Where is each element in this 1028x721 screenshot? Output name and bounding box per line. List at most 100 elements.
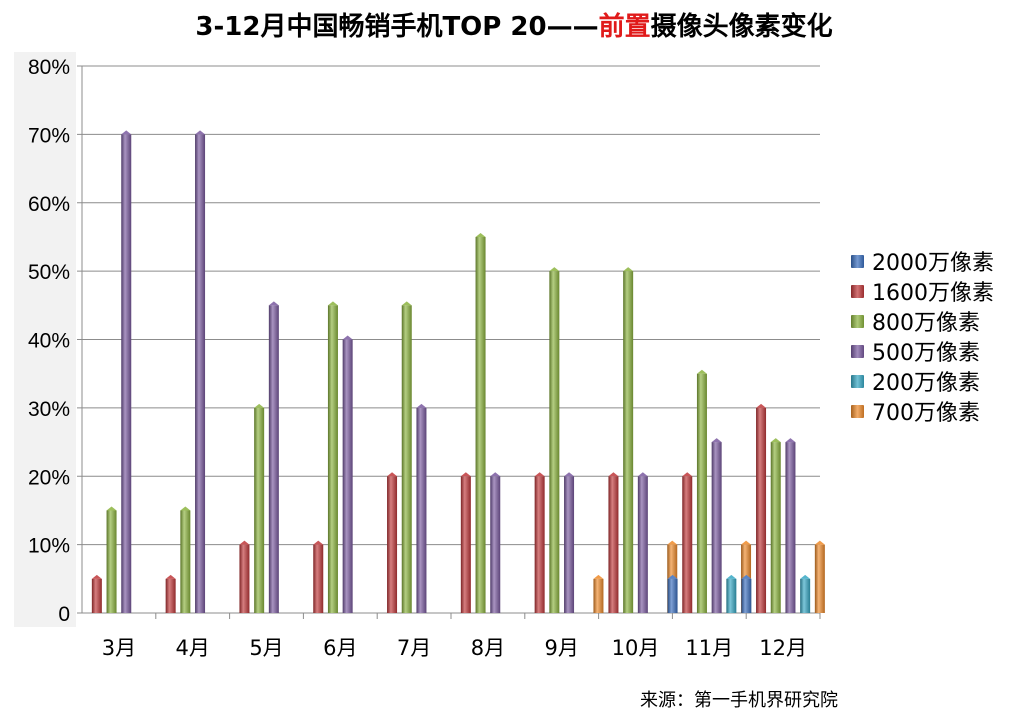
bar-cap	[534, 472, 545, 477]
chart-title-highlight: 前置	[598, 12, 651, 42]
bar-800万像素-12月	[770, 442, 781, 613]
bar-1600万像素-7月	[387, 476, 398, 613]
bar-500万像素-9月	[564, 476, 575, 613]
x-tick-label: 11月	[685, 636, 733, 660]
y-tick-label: 40%	[28, 330, 70, 353]
bar-cap	[549, 267, 560, 272]
chart-title: 3-12月中国畅销手机TOP 20——前置摄像头像素变化	[0, 6, 1028, 43]
x-tick-label: 12月	[759, 636, 807, 660]
legend-label: 500万像素	[872, 341, 980, 366]
bar-800万像素-8月	[475, 236, 486, 613]
bar-cap	[608, 472, 619, 477]
bar-cap	[682, 472, 693, 477]
legend-item: 500万像素	[851, 336, 994, 366]
legend-swatch	[851, 254, 864, 268]
x-tick-label: 9月	[545, 636, 579, 660]
legend-label: 700万像素	[872, 401, 980, 426]
bar-1600万像素-11月	[682, 476, 693, 613]
bar-cap	[800, 574, 811, 579]
bar-1600万像素-10月	[608, 476, 619, 613]
bar-1600万像素-9月	[534, 476, 545, 613]
bar-cap	[387, 472, 398, 477]
y-tick-label: 20%	[28, 466, 70, 489]
chart-title-suffix: 摄像头像素变化	[650, 12, 833, 42]
y-tick-label: 60%	[28, 193, 70, 216]
bar-cap	[401, 301, 412, 306]
bar-cap	[593, 574, 604, 579]
bar-1600万像素-8月	[460, 476, 471, 613]
source-note: 来源：第一手机界研究院	[640, 690, 838, 711]
bar-cap	[254, 403, 265, 408]
bar-cap	[327, 301, 338, 306]
bar-800万像素-5月	[254, 407, 265, 613]
bar-cap	[490, 472, 501, 477]
legend-item: 2000万像素	[851, 246, 994, 276]
legend-swatch	[851, 284, 864, 298]
bar-800万像素-4月	[180, 510, 191, 613]
bar-700万像素-9月	[593, 578, 604, 613]
bar-cap	[785, 438, 796, 443]
y-label-band	[14, 52, 76, 627]
legend-item: 800万像素	[851, 306, 994, 336]
bar-1600万像素-5月	[239, 544, 250, 613]
bar-800万像素-7月	[401, 305, 412, 613]
bar-500万像素-6月	[342, 339, 353, 613]
bar-200万像素-12月	[800, 578, 811, 613]
bar-cap	[416, 403, 427, 408]
bar-cap	[667, 574, 678, 579]
bar-500万像素-10月	[637, 476, 648, 613]
x-tick-label: 6月	[323, 636, 357, 660]
legend-label: 800万像素	[872, 311, 980, 336]
x-tick-label: 3月	[102, 636, 136, 660]
legend-item: 1600万像素	[851, 276, 994, 306]
bar-cap	[741, 574, 752, 579]
legend-item: 700万像素	[851, 396, 994, 426]
bar-2000万像素-12月	[741, 578, 752, 613]
bar-500万像素-7月	[416, 407, 427, 613]
bar-cap	[268, 301, 279, 306]
bar-cap	[342, 335, 353, 340]
bar-500万像素-8月	[490, 476, 501, 613]
bar-cap	[195, 130, 206, 135]
bar-cap	[460, 472, 471, 477]
gridlines	[82, 65, 820, 546]
bar-800万像素-11月	[696, 373, 707, 613]
legend-label: 1600万像素	[872, 281, 994, 306]
x-tick-label: 7月	[397, 636, 431, 660]
bar-cap	[106, 506, 117, 511]
bar-800万像素-9月	[549, 271, 560, 613]
bar-500万像素-3月	[121, 134, 132, 613]
y-tick-label: 10%	[28, 535, 70, 558]
bar-cap	[667, 540, 678, 545]
x-tick-label: 8月	[471, 636, 505, 660]
bar-500万像素-12月	[785, 442, 796, 613]
chart-title-prefix: 3-12月中国畅销手机TOP 20——	[195, 12, 599, 42]
bar-cap	[475, 232, 486, 237]
bar-cap	[313, 540, 324, 545]
y-axis-label-band	[14, 52, 76, 627]
bar-800万像素-10月	[623, 271, 634, 613]
bar-cap	[564, 472, 575, 477]
y-tick-label: 50%	[28, 261, 70, 284]
legend-label: 200万像素	[872, 371, 980, 396]
bar-cap	[239, 540, 250, 545]
x-tick-label: 5月	[249, 636, 283, 660]
bar-800万像素-6月	[327, 305, 338, 613]
bar-cap	[121, 130, 132, 135]
bar-200万像素-11月	[726, 578, 737, 613]
legend-swatch	[851, 374, 864, 388]
bar-1600万像素-6月	[313, 544, 324, 613]
legend-swatch	[851, 344, 864, 358]
bar-cap	[741, 540, 752, 545]
bar-1600万像素-12月	[756, 407, 767, 613]
bar-500万像素-5月	[268, 305, 279, 613]
bar-700万像素-12月	[814, 544, 825, 613]
bar-2000万像素-11月	[667, 578, 678, 613]
x-axis-ticks: 3月 4月 5月 6月 7月 8月 9月 10月 11月 12月	[102, 613, 821, 660]
bar-cap	[711, 438, 722, 443]
bar-800万像素-3月	[106, 510, 117, 613]
bar-cap	[696, 369, 707, 374]
legend: 2000万像素 1600万像素 800万像素 500万像素 200万像素 700万像素	[851, 246, 994, 426]
bar-500万像素-4月	[195, 134, 206, 613]
